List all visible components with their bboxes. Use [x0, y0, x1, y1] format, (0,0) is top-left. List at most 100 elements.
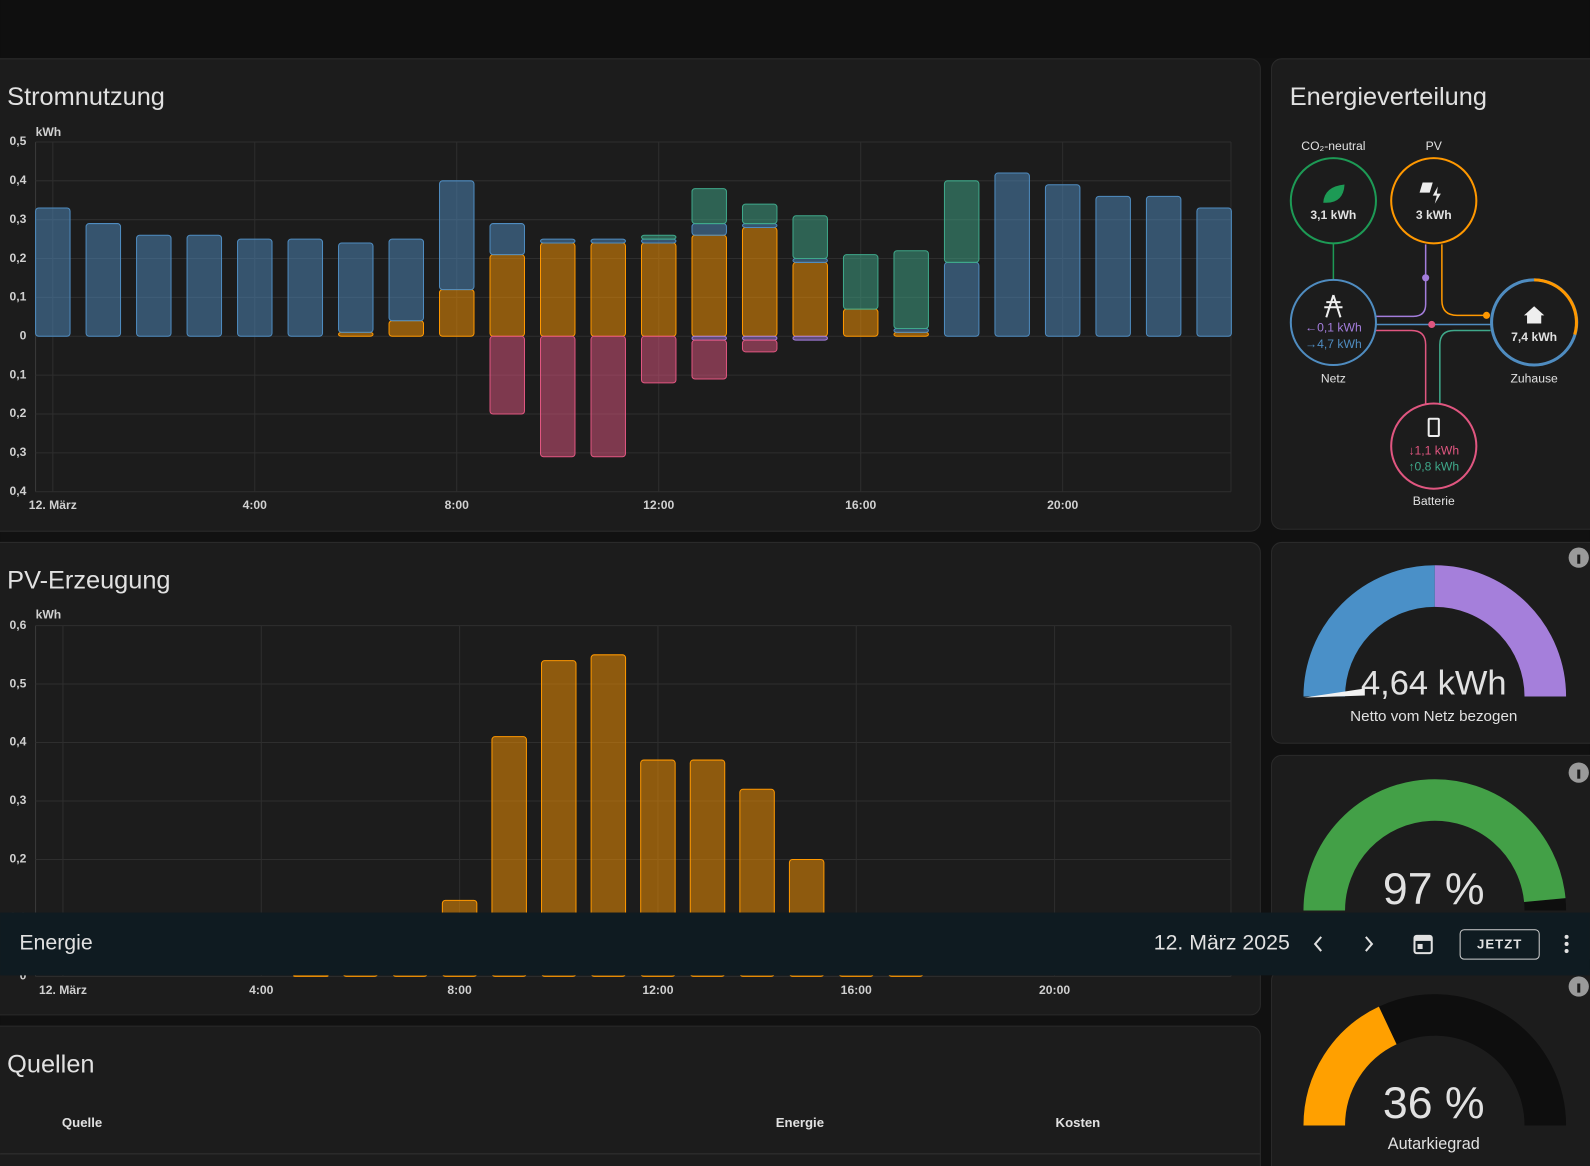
bar: [792, 335, 828, 341]
y-tick-label: 0,2: [10, 852, 27, 866]
bar: [842, 308, 879, 337]
bar: [741, 335, 778, 341]
bar: [338, 242, 374, 333]
next-button[interactable]: [1365, 936, 1374, 952]
bar: [741, 223, 778, 228]
bar: [943, 261, 980, 337]
y-tick-label: 0,5: [10, 676, 27, 690]
bar: [540, 238, 576, 244]
bar: [590, 654, 627, 977]
flow-dot: [1422, 274, 1430, 282]
info-icons: [1568, 547, 1589, 997]
gauge-track: [1378, 994, 1567, 1127]
calendar-icon-day: [1417, 943, 1423, 950]
bar: [439, 289, 475, 337]
card: [0, 58, 1261, 532]
card: [0, 1025, 1261, 1166]
bar: [691, 339, 727, 380]
bar: [943, 180, 980, 263]
bar: [842, 254, 879, 310]
bars: [35, 172, 1232, 458]
x-tick-label: 8:00: [445, 498, 470, 512]
bar: [136, 234, 172, 337]
bar: [287, 238, 324, 337]
node-label: Batterie: [1413, 494, 1455, 508]
bar: [489, 254, 525, 337]
bar: [541, 660, 577, 977]
bar: [691, 234, 727, 337]
y-tick-label: 0,1: [10, 367, 27, 381]
bar: [741, 339, 778, 353]
node: [1390, 157, 1478, 245]
flow-dot: [1428, 320, 1436, 329]
x-tick-label: 12:00: [643, 498, 674, 512]
bar: [741, 203, 778, 225]
y-tick-label: 0,2: [10, 251, 27, 265]
x-tick-label: 16:00: [841, 983, 872, 997]
date-label: 12. März 2025: [1154, 931, 1290, 955]
menu-dot: [1564, 949, 1569, 954]
bar: [691, 223, 727, 236]
gauge-fill: [1303, 779, 1566, 911]
chart: 00,10,20,30,40,50,612. März4:008:0012:00…: [10, 618, 1232, 997]
y-tick-label: 0,2: [10, 406, 27, 420]
x-tick-label: 12:00: [642, 983, 673, 997]
bar: [540, 335, 576, 458]
unit-label: kWh: [36, 608, 62, 622]
toolbar-title: Energie: [19, 931, 92, 955]
column-header: Quelle: [62, 1115, 102, 1130]
gauge-fill: [1303, 1006, 1398, 1127]
bar: [439, 180, 475, 291]
grid-icon: [1324, 294, 1343, 318]
card-title: PV-Erzeugung: [7, 567, 170, 595]
node-value: ↑0,8 kWh: [1408, 460, 1459, 474]
gauge-segment: [1434, 565, 1567, 698]
bar: [237, 238, 273, 337]
x-tick-label: 4:00: [243, 498, 268, 512]
gauge-caption: Autarkiegrad: [1388, 1135, 1480, 1153]
bar: [293, 974, 329, 977]
node-value: 3,1 kWh: [1310, 208, 1356, 222]
flow-line: [1441, 244, 1489, 317]
calendar-icon-top: [1414, 935, 1432, 941]
y-tick-label: 0,4: [10, 735, 27, 749]
x-tick-label: 12. März: [39, 983, 87, 997]
node-label: Zuhause: [1510, 371, 1558, 385]
bar: [338, 331, 374, 337]
info-glyph: [1577, 769, 1581, 779]
y-tick-label: 0,4: [10, 484, 27, 498]
bar: [1145, 195, 1182, 337]
x-tick-label: 8:00: [447, 983, 472, 997]
bar: [540, 242, 576, 337]
y-tick-label: 0: [20, 969, 27, 983]
x-tick-label: 12. März: [29, 498, 77, 512]
battery-icon: [1427, 417, 1440, 437]
prev-button[interactable]: [1313, 936, 1322, 952]
pv-icon: [1419, 182, 1441, 204]
gauge-value: 97 %: [1383, 865, 1485, 914]
bar: [893, 331, 929, 337]
flow-line: [1375, 329, 1427, 404]
node: [1390, 402, 1478, 490]
flow-line: [1375, 244, 1427, 318]
bar: [691, 335, 727, 341]
bar: [1196, 207, 1232, 337]
flow-lines: [1332, 243, 1491, 404]
bar: [590, 335, 626, 458]
bar: [792, 258, 828, 263]
gauge-caption: Netto vom Netz bezogen: [1350, 708, 1517, 725]
bar: [85, 223, 122, 337]
unit-label: kWh: [36, 125, 62, 139]
column-header: Kosten: [1056, 1115, 1101, 1130]
home-icon: [1524, 306, 1545, 324]
bar: [640, 234, 677, 240]
menu-button[interactable]: [1564, 934, 1569, 954]
grid: [35, 141, 1232, 493]
now-button[interactable]: [1459, 929, 1540, 960]
node: [1289, 278, 1377, 367]
x-tick-label: 20:00: [1047, 498, 1078, 512]
calendar-button[interactable]: [1413, 934, 1433, 955]
menu-dot: [1564, 941, 1569, 946]
node-value: ←0,1 kWh: [1305, 321, 1362, 335]
